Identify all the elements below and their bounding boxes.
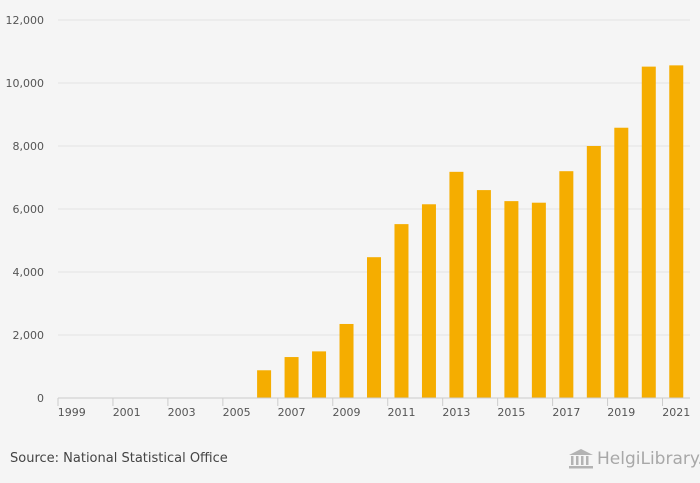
bars <box>257 65 684 399</box>
bar-2013 <box>449 171 464 398</box>
y-tick-label: 10,000 <box>6 77 45 90</box>
x-tick-label: 2015 <box>497 406 525 419</box>
y-tick-label: 8,000 <box>13 140 45 153</box>
bar-2006 <box>257 370 272 398</box>
bar-2018 <box>586 146 601 398</box>
bar-2016 <box>531 202 546 398</box>
y-tick-label: 2,000 <box>13 329 45 342</box>
bar-2008 <box>312 351 327 398</box>
helgi-library-logo: HelgiLibrary. <box>568 448 700 470</box>
x-tick-label: 2009 <box>333 406 361 419</box>
x-tick-label: 2011 <box>387 406 415 419</box>
y-tick-label: 12,000 <box>6 14 45 27</box>
bar-chart: 0 2,000 4,000 6,000 8,000 10,000 12,000 1999 20… <box>6 14 691 419</box>
bar-2009 <box>339 323 354 398</box>
bar-2019 <box>614 127 629 398</box>
bar-2011 <box>394 224 409 398</box>
bar-2012 <box>421 204 436 398</box>
bar-2014 <box>476 190 491 398</box>
x-tick-label: 1999 <box>58 406 86 419</box>
y-tick-label: 0 <box>37 392 44 405</box>
x-tick-label: 2017 <box>552 406 580 419</box>
x-tick-label: 2003 <box>168 406 196 419</box>
x-tick-label: 2019 <box>607 406 635 419</box>
logo-text: HelgiLibrary. <box>597 449 700 469</box>
grid-lines <box>58 19 690 336</box>
x-tick-label: 2007 <box>278 406 306 419</box>
y-tick-label: 6,000 <box>13 203 45 216</box>
y-tick-label: 4,000 <box>13 266 45 279</box>
x-tick-label: 2013 <box>442 406 470 419</box>
x-axis-tick-labels: 1999 2001 2003 2005 2007 2009 2011 2013 2015 2017… <box>58 406 691 419</box>
bar-2010 <box>367 257 381 398</box>
bar-2007 <box>284 357 299 398</box>
bar-2017 <box>559 171 574 398</box>
y-axis-tick-labels: 0 2,000 4,000 6,000 8,000 10,000 12,000 <box>6 14 45 405</box>
source-note: Source: National Statistical Office <box>10 451 228 466</box>
x-tick-label: 2021 <box>662 406 690 419</box>
x-tick-label: 2001 <box>113 406 141 419</box>
bar-2020 <box>641 66 656 399</box>
x-tick-label: 2005 <box>223 406 251 419</box>
axes <box>57 397 690 406</box>
library-building-icon <box>569 449 593 469</box>
bar-2021 <box>669 65 684 399</box>
bar-2015 <box>504 201 519 398</box>
